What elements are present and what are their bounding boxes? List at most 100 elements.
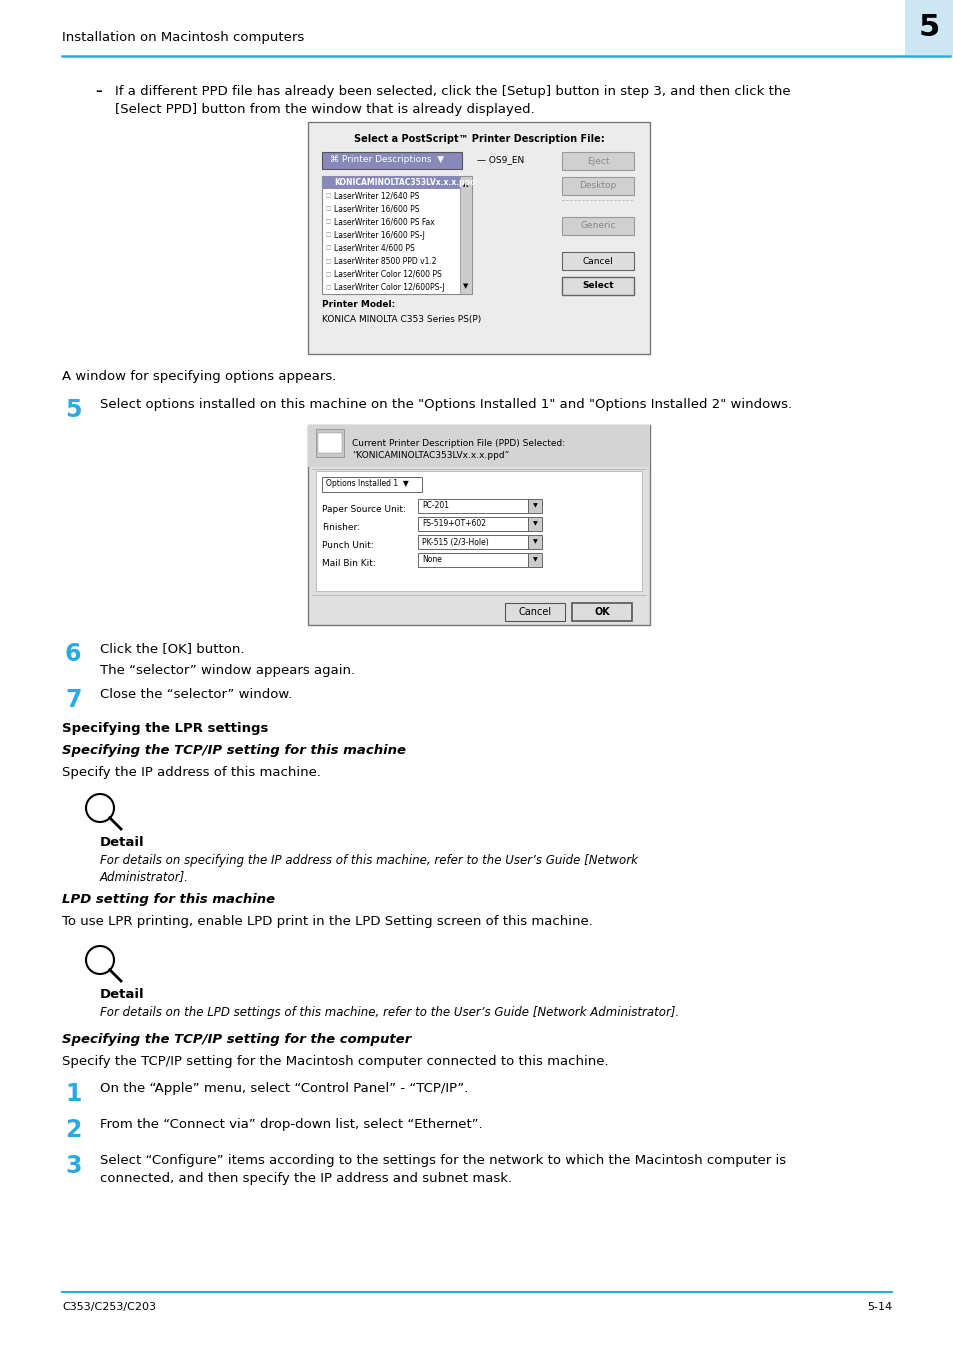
- Bar: [308, 122, 649, 354]
- Text: 1: 1: [65, 1081, 81, 1106]
- Text: Eject: Eject: [586, 157, 609, 166]
- Text: Paper Source Unit:: Paper Source Unit:: [322, 505, 405, 513]
- Text: LaserWriter 8500 PPD v1.2: LaserWriter 8500 PPD v1.2: [334, 256, 436, 266]
- Bar: [904, 0, 953, 55]
- Text: LaserWriter 16/600 PS-J: LaserWriter 16/600 PS-J: [334, 231, 424, 239]
- Text: Cancel: Cancel: [517, 608, 551, 617]
- Text: PK-515 (2/3-Hole): PK-515 (2/3-Hole): [421, 537, 488, 547]
- Text: Current Printer Description File (PPD) Selected:: Current Printer Description File (PPD) S…: [352, 439, 564, 448]
- Text: Specify the IP address of this machine.: Specify the IP address of this machine.: [62, 765, 320, 779]
- Bar: [417, 535, 527, 549]
- Bar: [527, 517, 541, 531]
- Text: PC-201: PC-201: [421, 501, 449, 510]
- Text: OK: OK: [594, 608, 609, 617]
- Text: From the “Connect via” drop-down list, select “Ethernet”.: From the “Connect via” drop-down list, s…: [100, 1118, 482, 1131]
- Bar: [527, 500, 541, 513]
- Text: □: □: [326, 246, 331, 251]
- Bar: [315, 429, 344, 458]
- Text: If a different PPD file has already been selected, click the [Setup] button in s: If a different PPD file has already been…: [115, 85, 790, 99]
- Text: [Select PPD] button from the window that is already displayed.: [Select PPD] button from the window that…: [115, 103, 535, 116]
- Text: The “selector” window appears again.: The “selector” window appears again.: [100, 664, 355, 676]
- Text: ▼: ▼: [532, 521, 537, 526]
- Text: 2: 2: [65, 1118, 81, 1142]
- Text: Click the [OK] button.: Click the [OK] button.: [100, 643, 244, 655]
- Bar: [459, 176, 472, 294]
- Text: Select a PostScript™ Printer Description File:: Select a PostScript™ Printer Description…: [354, 134, 604, 144]
- Bar: [308, 425, 649, 625]
- Text: □: □: [326, 285, 331, 290]
- Text: –: –: [95, 85, 102, 99]
- Bar: [322, 176, 472, 294]
- Text: Detail: Detail: [100, 836, 145, 849]
- Text: ▲: ▲: [463, 181, 468, 188]
- Text: Detail: Detail: [100, 988, 145, 1000]
- Text: 7: 7: [65, 688, 81, 711]
- FancyBboxPatch shape: [561, 277, 634, 296]
- Text: □: □: [326, 220, 331, 224]
- Text: LaserWriter 4/600 PS: LaserWriter 4/600 PS: [334, 243, 415, 252]
- Text: ▼: ▼: [532, 540, 537, 544]
- Text: Select: Select: [581, 282, 613, 290]
- Text: 3: 3: [65, 1154, 81, 1179]
- Text: Specifying the TCP/IP setting for this machine: Specifying the TCP/IP setting for this m…: [62, 744, 406, 757]
- Text: 5-14: 5-14: [866, 1301, 891, 1312]
- Text: Punch Unit:: Punch Unit:: [322, 540, 374, 549]
- Text: □: □: [326, 271, 331, 277]
- Bar: [315, 471, 641, 591]
- Text: LPD setting for this machine: LPD setting for this machine: [62, 892, 274, 906]
- Text: For details on specifying the IP address of this machine, refer to the User’s Gu: For details on specifying the IP address…: [100, 855, 638, 867]
- Text: LaserWriter 16/600 PS Fax: LaserWriter 16/600 PS Fax: [334, 217, 435, 227]
- Text: To use LPR printing, enable LPD print in the LPD Setting screen of this machine.: To use LPR printing, enable LPD print in…: [62, 915, 592, 927]
- Text: 5: 5: [65, 398, 81, 423]
- FancyBboxPatch shape: [561, 217, 634, 235]
- Text: Specify the TCP/IP setting for the Macintosh computer connected to this machine.: Specify the TCP/IP setting for the Macin…: [62, 1054, 608, 1068]
- Text: LaserWriter Color 12/600 PS: LaserWriter Color 12/600 PS: [334, 270, 441, 279]
- Text: Specifying the TCP/IP setting for the computer: Specifying the TCP/IP setting for the co…: [62, 1033, 411, 1046]
- Text: KONICA MINOLTA C353 Series PS(P): KONICA MINOLTA C353 Series PS(P): [322, 315, 480, 324]
- Text: Finisher:: Finisher:: [322, 522, 359, 532]
- Text: Administrator].: Administrator].: [100, 869, 189, 883]
- Text: LaserWriter 12/640 PS: LaserWriter 12/640 PS: [334, 192, 419, 200]
- Text: ▼: ▼: [532, 504, 537, 509]
- FancyBboxPatch shape: [561, 153, 634, 170]
- Text: Options Installed 1  ▼: Options Installed 1 ▼: [326, 479, 408, 489]
- Text: Installation on Macintosh computers: Installation on Macintosh computers: [62, 31, 304, 45]
- Text: For details on the LPD settings of this machine, refer to the User’s Guide [Netw: For details on the LPD settings of this …: [100, 1006, 679, 1019]
- Bar: [308, 425, 649, 467]
- FancyBboxPatch shape: [561, 177, 634, 194]
- Text: A window for specifying options appears.: A window for specifying options appears.: [62, 370, 336, 383]
- Text: — OS9_EN: — OS9_EN: [476, 155, 524, 165]
- Text: LaserWriter Color 12/600PS-J: LaserWriter Color 12/600PS-J: [334, 284, 444, 292]
- Bar: [527, 554, 541, 567]
- Text: Select “Configure” items according to the settings for the network to which the : Select “Configure” items according to th…: [100, 1154, 785, 1166]
- Bar: [504, 603, 564, 621]
- Text: “KONICAMINOLTAC353LVx.x.x.ppd”: “KONICAMINOLTAC353LVx.x.x.ppd”: [352, 451, 509, 460]
- Text: □: □: [326, 193, 331, 198]
- Text: □: □: [326, 207, 331, 212]
- FancyBboxPatch shape: [561, 252, 634, 270]
- Text: Printer Model:: Printer Model:: [322, 300, 395, 309]
- Bar: [417, 500, 527, 513]
- Text: Cancel: Cancel: [582, 256, 613, 266]
- Text: C353/C253/C203: C353/C253/C203: [62, 1301, 156, 1312]
- Text: LaserWriter 16/600 PS: LaserWriter 16/600 PS: [334, 204, 419, 213]
- Bar: [417, 517, 527, 531]
- Text: Specifying the LPR settings: Specifying the LPR settings: [62, 722, 268, 734]
- Bar: [572, 603, 631, 621]
- Text: Select options installed on this machine on the "Options Installed 1" and "Optio: Select options installed on this machine…: [100, 398, 791, 410]
- Text: Desktop: Desktop: [578, 181, 616, 190]
- Text: ▼: ▼: [532, 558, 537, 563]
- Text: None: None: [421, 555, 441, 564]
- Text: ⌘ Printer Descriptions  ▼: ⌘ Printer Descriptions ▼: [330, 155, 444, 165]
- Bar: [317, 433, 341, 454]
- Bar: [322, 153, 461, 169]
- Text: □: □: [326, 232, 331, 238]
- Text: KONICAMINOLTAC353LVx.x.x.ppd: KONICAMINOLTAC353LVx.x.x.ppd: [334, 178, 475, 188]
- Text: 5: 5: [918, 12, 939, 42]
- Text: □: □: [326, 259, 331, 263]
- Text: Close the “selector” window.: Close the “selector” window.: [100, 688, 292, 701]
- Text: ▼: ▼: [463, 284, 468, 289]
- Bar: [417, 554, 527, 567]
- Text: On the “Apple” menu, select “Control Panel” - “TCP/IP”.: On the “Apple” menu, select “Control Pan…: [100, 1081, 468, 1095]
- Text: Generic: Generic: [579, 221, 615, 231]
